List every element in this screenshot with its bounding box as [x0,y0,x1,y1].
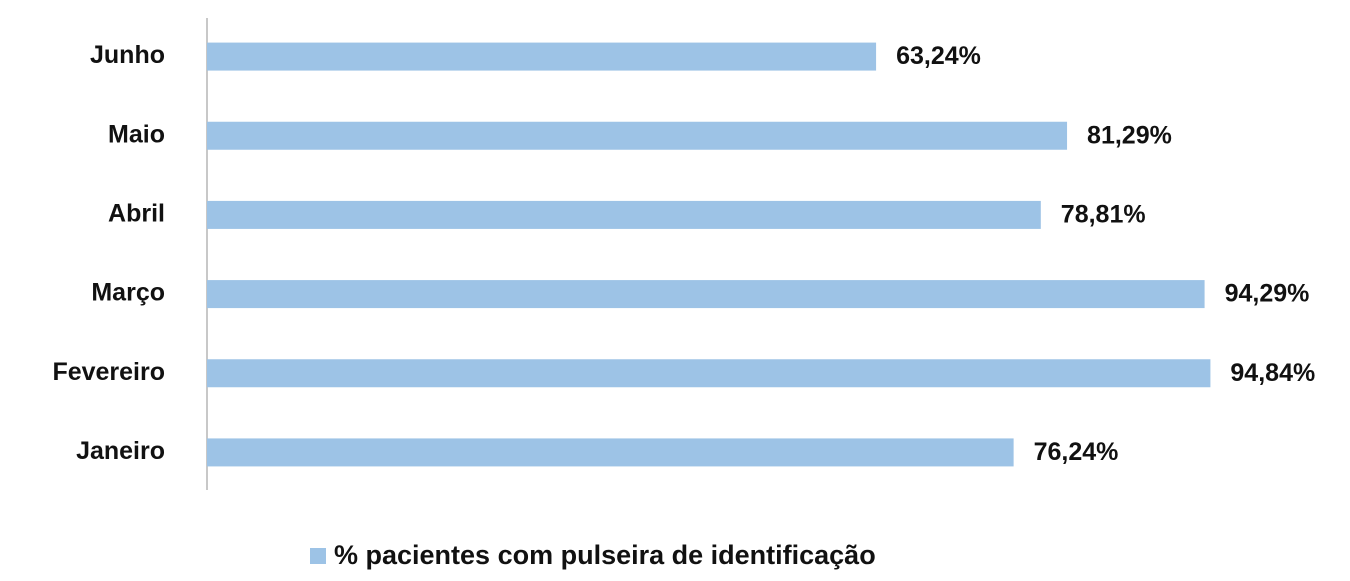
data-label: 63,24% [896,42,981,70]
y-tick-label: Janeiro [76,437,165,465]
y-tick-label: Abril [108,200,165,228]
y-tick-label: Maio [108,120,165,148]
bar [207,42,877,71]
bar [207,200,1041,229]
legend-swatch [310,548,326,564]
y-tick-label: Março [91,279,165,307]
bar [207,359,1211,388]
data-label: 76,24% [1034,438,1119,466]
data-label: 94,84% [1230,359,1315,387]
y-tick-label: Junho [90,41,165,69]
legend-label: % pacientes com pulseira de identificaçã… [334,540,876,570]
bar [207,121,1068,150]
bar [207,280,1205,309]
bar [207,438,1014,467]
data-label: 78,81% [1061,201,1146,229]
y-tick-label: Fevereiro [52,358,165,386]
data-label: 81,29% [1087,121,1172,149]
data-label: 94,29% [1225,280,1310,308]
